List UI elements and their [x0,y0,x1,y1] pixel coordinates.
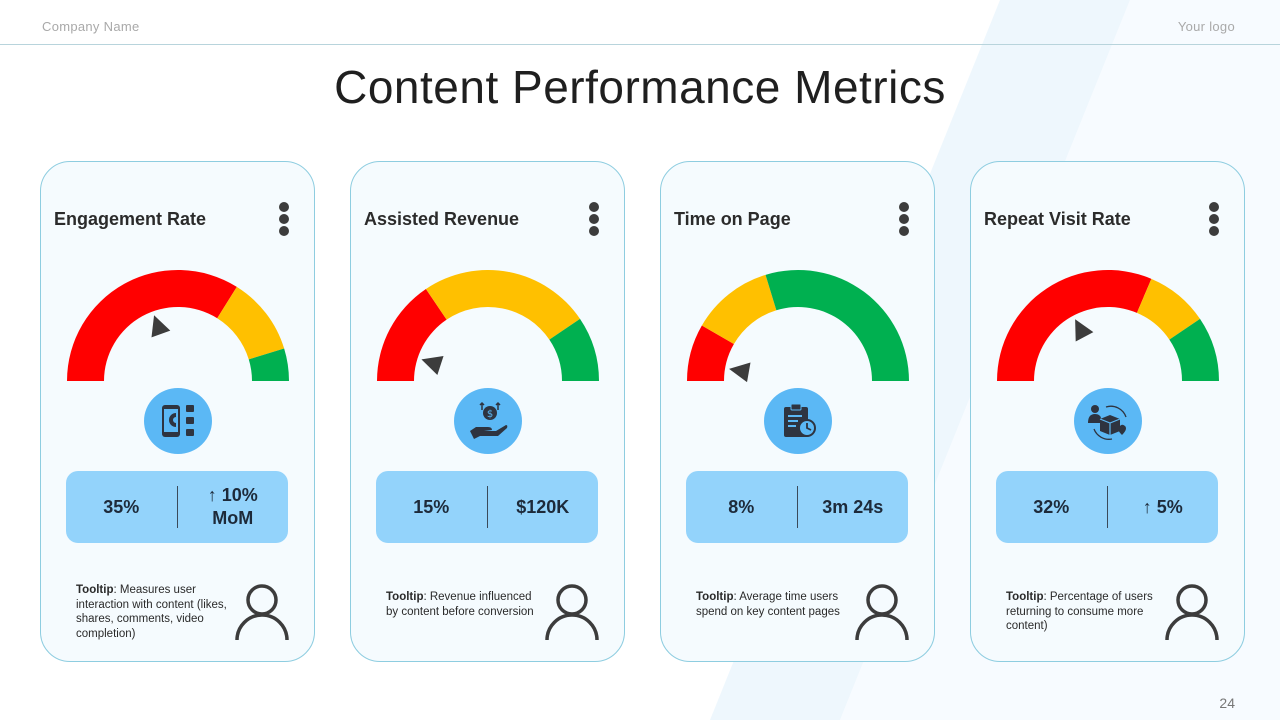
card-title: Engagement Rate [54,209,207,229]
user-icon [545,584,599,641]
more-options-icon[interactable] [898,202,910,238]
stats-divider [796,486,798,528]
hand-dollar-coin-icon: $ [454,388,522,454]
user-icon [855,584,909,641]
stats-panel: 32% ↑ 5% [996,471,1218,543]
page-number: 24 [1219,695,1235,711]
page-title: Content Performance Metrics [334,61,946,113]
stat-primary: 15% [413,496,450,517]
stats-divider [1106,486,1108,528]
metric-card-repeat-visit-rate: Repeat Visit Rate 32% ↑ 5% Tooltip: Perc… [970,161,1245,662]
gauge-needle [1075,319,1094,342]
tooltip-text: Tooltip: Revenue influenced by content b… [386,591,534,618]
stats-panel: 15% $120K [376,471,598,543]
up-arrow-icon: ↑ [1142,496,1152,517]
gauge-needle [151,315,171,338]
metric-card-engagement-rate: Engagement Rate 35% ↑ 10% MoM Tooltip: M… [40,161,315,662]
stat-primary: 32% [1033,496,1070,517]
stats-panel: 35% ↑ 10% MoM [66,471,288,543]
stat-secondary: ↑ 10% MoM [207,485,258,528]
card-title: Repeat Visit Rate [984,209,1131,229]
user-box-heart-cycle-icon [1074,388,1142,454]
tooltip-text: Tooltip: Average time users spend on key… [696,591,840,618]
gauge-needle [421,356,444,376]
gauge-needle [729,362,751,383]
stat-primary: 35% [103,496,140,517]
card-title: Assisted Revenue [364,209,520,229]
user-icon [235,584,289,641]
stats-panel: 8% 3m 24s [686,471,908,543]
clipboard-clock-icon [764,388,832,454]
more-options-icon[interactable] [278,202,290,238]
company-name: Company Name [42,19,140,34]
logo-placeholder: Your logo [1177,19,1235,34]
tooltip-text: Tooltip: Measures user interaction with … [76,584,227,640]
stats-divider [176,486,178,528]
metric-card-assisted-revenue: Assisted Revenue $ 15% $120K Tooltip: Re… [350,161,625,662]
more-options-icon[interactable] [588,202,600,238]
metric-card-time-on-page: Time on Page 8% 3m 24s Tooltip: Average … [660,161,935,662]
stat-primary: 8% [728,496,755,517]
svg-text:$: $ [487,409,493,420]
gauge-chart [377,270,599,381]
more-options-icon[interactable] [1208,202,1220,238]
gauge-chart [687,270,909,383]
up-arrow-icon: ↑ [207,485,217,505]
header-divider [0,44,1280,45]
stats-divider [486,486,488,528]
mobile-magnet-users-icon [144,388,212,454]
user-icon [1165,584,1219,641]
stat-secondary: $120K [516,496,570,517]
stat-secondary: ↑ 5% [1142,496,1183,517]
card-title: Time on Page [674,209,791,229]
tooltip-text: Tooltip: Percentage of users returning t… [1006,591,1153,632]
stat-secondary: 3m 24s [822,496,884,517]
gauge-chart [67,270,289,381]
gauge-chart [997,270,1219,381]
